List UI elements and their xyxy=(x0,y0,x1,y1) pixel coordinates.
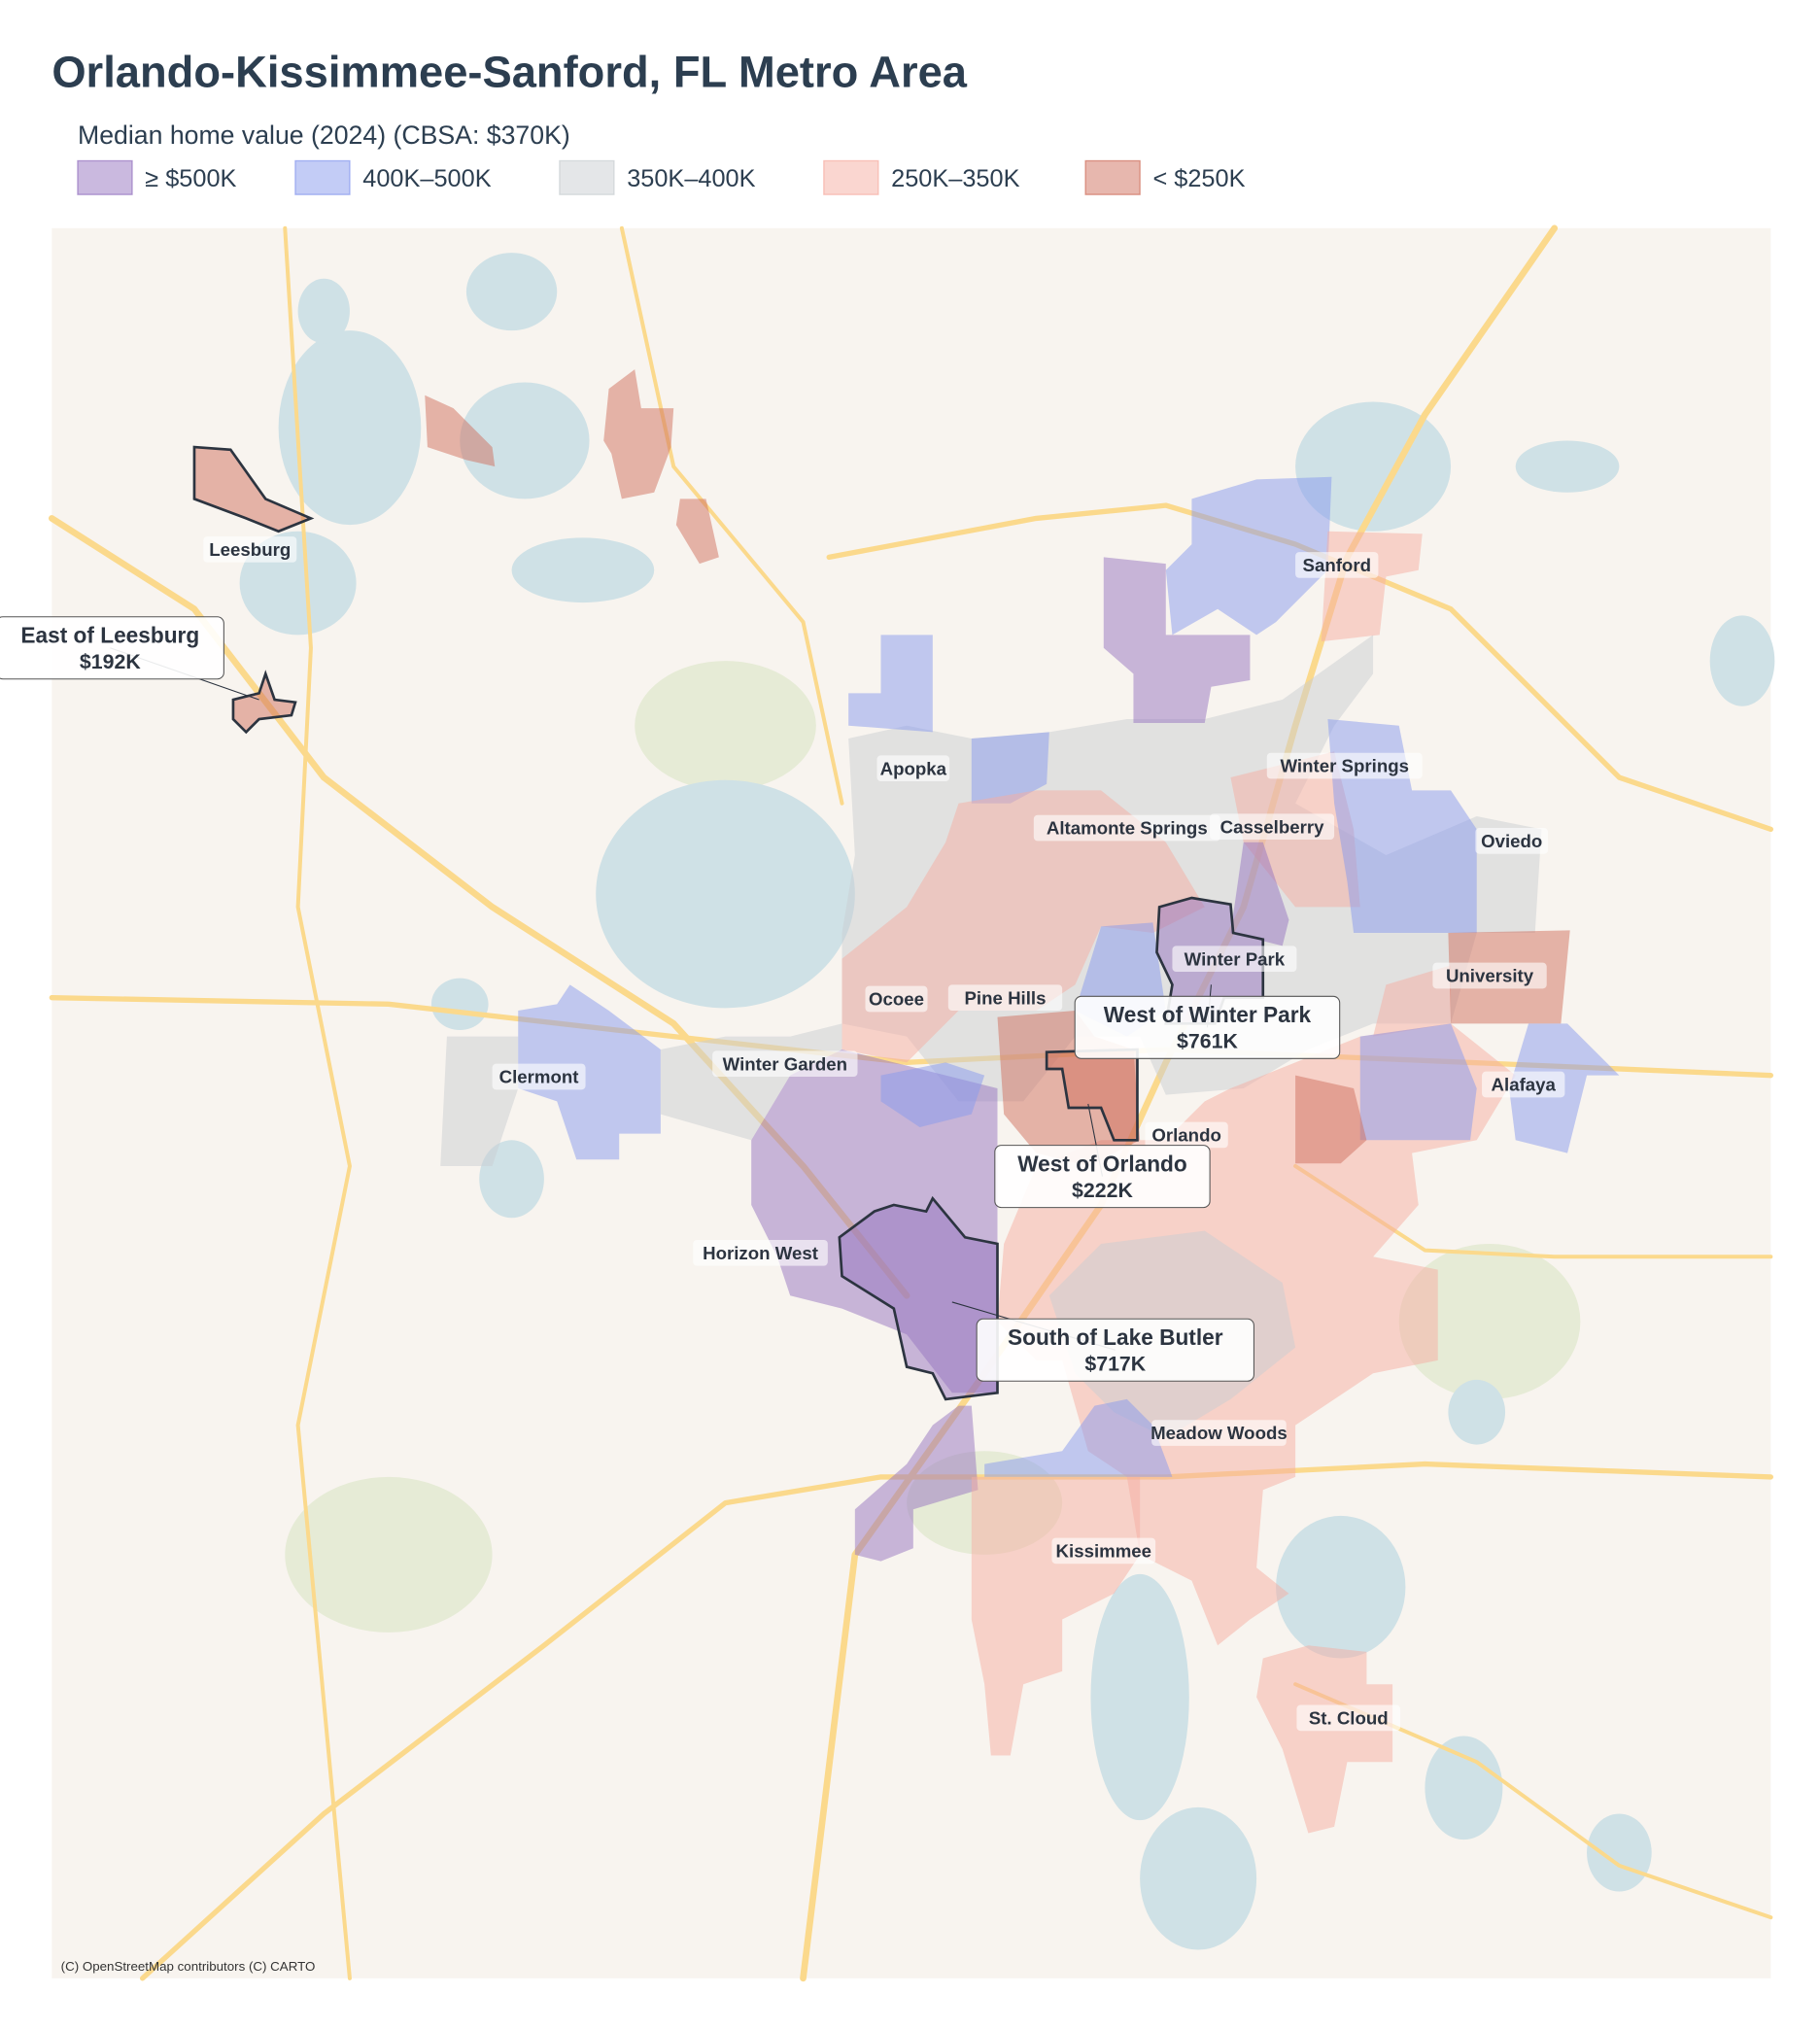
region xyxy=(1295,1075,1367,1164)
place-label: Winter Springs xyxy=(1280,756,1409,776)
place-label-bg xyxy=(712,1050,858,1077)
place-label: Leesburg xyxy=(209,539,291,560)
callout-value: $717K xyxy=(1084,1353,1146,1376)
place-label: University xyxy=(1446,966,1534,986)
place-label: Winter Garden xyxy=(723,1053,847,1074)
callout-value: $761K xyxy=(1177,1030,1238,1053)
place-label-bg xyxy=(1145,1121,1228,1149)
region xyxy=(518,984,661,1160)
callout-box xyxy=(994,1145,1211,1209)
title: Orlando-Kissimmee-Sanford, FL Metro Area xyxy=(52,48,967,97)
legend-label: 350K–400K xyxy=(627,165,755,192)
region xyxy=(854,1405,979,1562)
place-label-bg xyxy=(492,1063,586,1090)
region xyxy=(971,732,1049,804)
place-label-bg xyxy=(1172,946,1297,973)
place-label-bg xyxy=(947,984,1063,1012)
region xyxy=(1165,476,1332,636)
place-label-bg xyxy=(693,1239,828,1266)
region xyxy=(1373,965,1452,1037)
region xyxy=(984,1398,1173,1477)
place-label-bg xyxy=(1482,1071,1565,1098)
legend-swatch xyxy=(294,159,351,195)
callout-name: West of Orlando xyxy=(1017,1151,1187,1176)
legend-label: < $250K xyxy=(1152,165,1245,192)
region xyxy=(848,635,933,733)
place-label: Clermont xyxy=(499,1067,579,1087)
place-label-bg xyxy=(876,755,950,782)
region xyxy=(1359,1023,1477,1141)
regions xyxy=(192,369,1620,1834)
highlighted-region xyxy=(838,1195,999,1401)
place-label-bg xyxy=(203,536,297,563)
place-label: St. Cloud xyxy=(1309,1708,1389,1729)
place-label: Apopka xyxy=(880,758,947,778)
callout-box xyxy=(0,616,224,680)
place-label: Ocoee xyxy=(869,989,924,1010)
place-label-bg xyxy=(1296,1704,1401,1732)
highlighted-region xyxy=(192,445,315,533)
place-label: Winter Park xyxy=(1185,948,1286,969)
place-label: Sanford xyxy=(1303,555,1371,575)
place-label: Oviedo xyxy=(1481,831,1542,851)
region xyxy=(880,1062,985,1127)
place-label: Horizon West xyxy=(703,1243,818,1263)
callout-value: $192K xyxy=(80,650,141,673)
place-label-bg xyxy=(1475,828,1549,854)
callout-name: West of Winter Park xyxy=(1104,1002,1312,1027)
place-label-bg xyxy=(1295,552,1379,578)
region xyxy=(1230,842,1289,946)
place-label: Orlando xyxy=(1151,1125,1221,1146)
legend-swatch xyxy=(823,159,879,195)
place-label-bg xyxy=(1151,1420,1287,1446)
legend-swatch xyxy=(77,159,133,195)
place-label-bg xyxy=(1266,752,1423,779)
highlighted-region xyxy=(231,670,297,735)
place-label: Meadow Woods xyxy=(1150,1423,1288,1443)
region xyxy=(675,499,719,565)
place-label-bg xyxy=(1432,962,1547,989)
callout-box xyxy=(1074,995,1341,1059)
legend-label: 250K–350K xyxy=(891,165,1019,192)
callout-name: South of Lake Butler xyxy=(1008,1324,1223,1350)
legend-label: ≥ $500K xyxy=(145,165,236,192)
region xyxy=(603,369,674,499)
place-label: Kissimmee xyxy=(1056,1541,1152,1562)
place-label: Altamonte Springs xyxy=(1047,818,1208,839)
place-label: Pine Hills xyxy=(964,987,1046,1008)
place-label: Alafaya xyxy=(1492,1075,1557,1095)
legend-label: 400K–500K xyxy=(362,165,491,192)
attribution: (C) OpenStreetMap contributors (C) CARTO xyxy=(61,1959,316,1974)
legend-swatch xyxy=(1084,159,1141,195)
subtitle: Median home value (2024) (CBSA: $370K) xyxy=(78,120,570,150)
place-label-bg xyxy=(1033,814,1220,842)
region xyxy=(1103,557,1251,724)
callout-name: East of Leesburg xyxy=(20,622,199,647)
place-label-bg xyxy=(1210,813,1335,841)
place-label: Casselberry xyxy=(1220,816,1324,837)
callout-value: $222K xyxy=(1072,1179,1133,1202)
place-label-bg xyxy=(1051,1537,1156,1565)
place-label-bg xyxy=(865,985,928,1013)
legend-swatch xyxy=(559,159,615,195)
region xyxy=(841,790,1205,1063)
highlighted-region xyxy=(1045,1048,1139,1142)
callout-box xyxy=(976,1318,1254,1382)
region xyxy=(425,395,496,467)
region xyxy=(1256,1645,1393,1834)
